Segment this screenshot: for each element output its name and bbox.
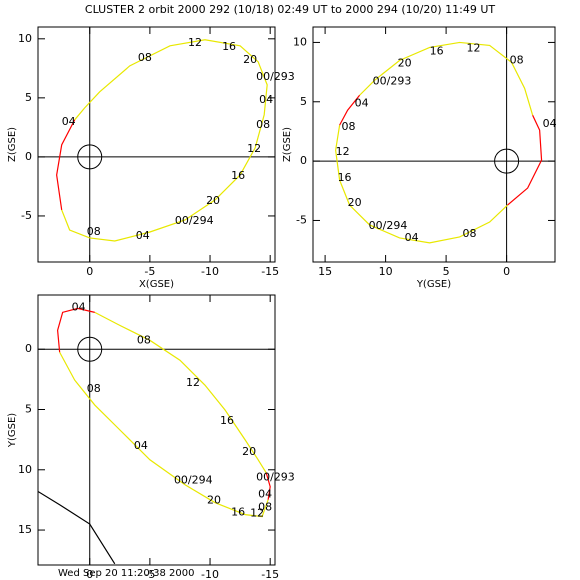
time-label: 16 [430,44,444,57]
y-tick-label: 5 [25,403,32,416]
x-tick-label: -10 [201,568,219,580]
orbit-path [507,114,543,206]
orbit-path [339,94,361,126]
orbit-path [59,351,269,518]
plot-frame [37,294,276,566]
y-tick-label: 10 [293,35,307,48]
orbit-path [57,307,95,353]
time-label: 08 [137,333,151,346]
earth [77,336,103,362]
y-tick-label: 5 [300,95,307,108]
orbit-path [56,119,76,211]
time-label: 08 [258,501,272,514]
time-label: 08 [342,120,356,133]
time-label: 04 [62,115,76,128]
time-label: 20 [243,53,257,66]
x-tick-label: -10 [201,265,219,278]
y-tick-label: 10 [18,32,32,45]
x-tick-label: 5 [443,265,450,278]
y-tick-label: 0 [25,342,32,355]
x-tick-label: -5 [144,265,155,278]
y-tick-label: -5 [21,209,32,222]
x-axis-label: X(GSE) [139,279,174,290]
time-label: 12 [250,507,264,520]
time-label: 16 [231,506,245,519]
time-label: 20 [348,196,362,209]
x-tick-label: 0 [86,568,93,580]
y-tick-label: 5 [25,91,32,104]
y-axis-label: Z(GSE) [7,127,18,162]
time-label: 04 [259,93,273,106]
y-tick-label: 15 [18,523,32,536]
time-label: 12 [188,36,202,49]
time-label: 04 [134,439,148,452]
time-label: 04 [72,300,86,313]
x-tick-label: 0 [86,265,93,278]
y-tick-label: 0 [300,154,307,167]
time-label: 20 [398,56,412,69]
x-tick-label: -15 [261,265,279,278]
x-tick-label: -15 [261,568,279,580]
orbit-path [335,125,508,244]
x-axis-label: Y(GSE) [416,279,451,290]
y-axis-label: Z(GSE) [282,127,293,162]
timestamp: Wed Sep 20 11:20:38 2000 [58,568,194,579]
plot-frame [312,26,556,263]
x-tick-label: -5 [144,568,155,580]
orbit-path [38,490,116,565]
time-label: 16 [222,40,236,53]
time-label: 00/293 [256,471,295,484]
time-label: 08 [256,118,270,131]
time-label: 08 [138,51,152,64]
time-label: 04 [258,488,272,501]
time-label: 00/293 [256,70,295,83]
orbit-path [359,41,534,116]
time-label: 04 [543,117,557,130]
orbit-path [61,39,268,242]
time-label: 20 [206,194,220,207]
time-label: 16 [338,171,352,184]
time-label: 16 [231,169,245,182]
x-tick-label: 15 [318,265,332,278]
time-label: 12 [336,145,350,158]
orbit-path [265,472,271,500]
time-label: 08 [463,227,477,240]
time-label: 00/293 [373,74,412,87]
time-label: 20 [242,445,256,458]
plot-frame [37,26,276,263]
time-label: 20 [207,494,221,507]
time-label: 04 [355,96,369,109]
y-tick-label: -5 [296,213,307,226]
earth [494,148,520,174]
time-label: 00/294 [174,474,213,487]
y-axis-label: Y(GSE) [7,413,18,448]
orbit-path [94,311,267,474]
time-label: 08 [510,53,524,66]
time-label: 00/294 [175,214,214,227]
time-label: 12 [467,41,481,54]
time-label: 12 [247,142,261,155]
x-tick-label: 10 [379,265,393,278]
earth [77,144,103,170]
time-label: 08 [87,225,101,238]
time-label: 00/294 [369,219,408,232]
time-label: 04 [405,231,419,244]
time-label: 04 [136,229,150,242]
x-tick-label: 0 [503,265,510,278]
plot-title: CLUSTER 2 orbit 2000 292 (10/18) 02:49 U… [85,3,495,16]
time-label: 12 [186,376,200,389]
y-tick-label: 10 [18,463,32,476]
time-label: 16 [220,414,234,427]
time-label: 08 [87,382,101,395]
y-tick-label: 0 [25,150,32,163]
